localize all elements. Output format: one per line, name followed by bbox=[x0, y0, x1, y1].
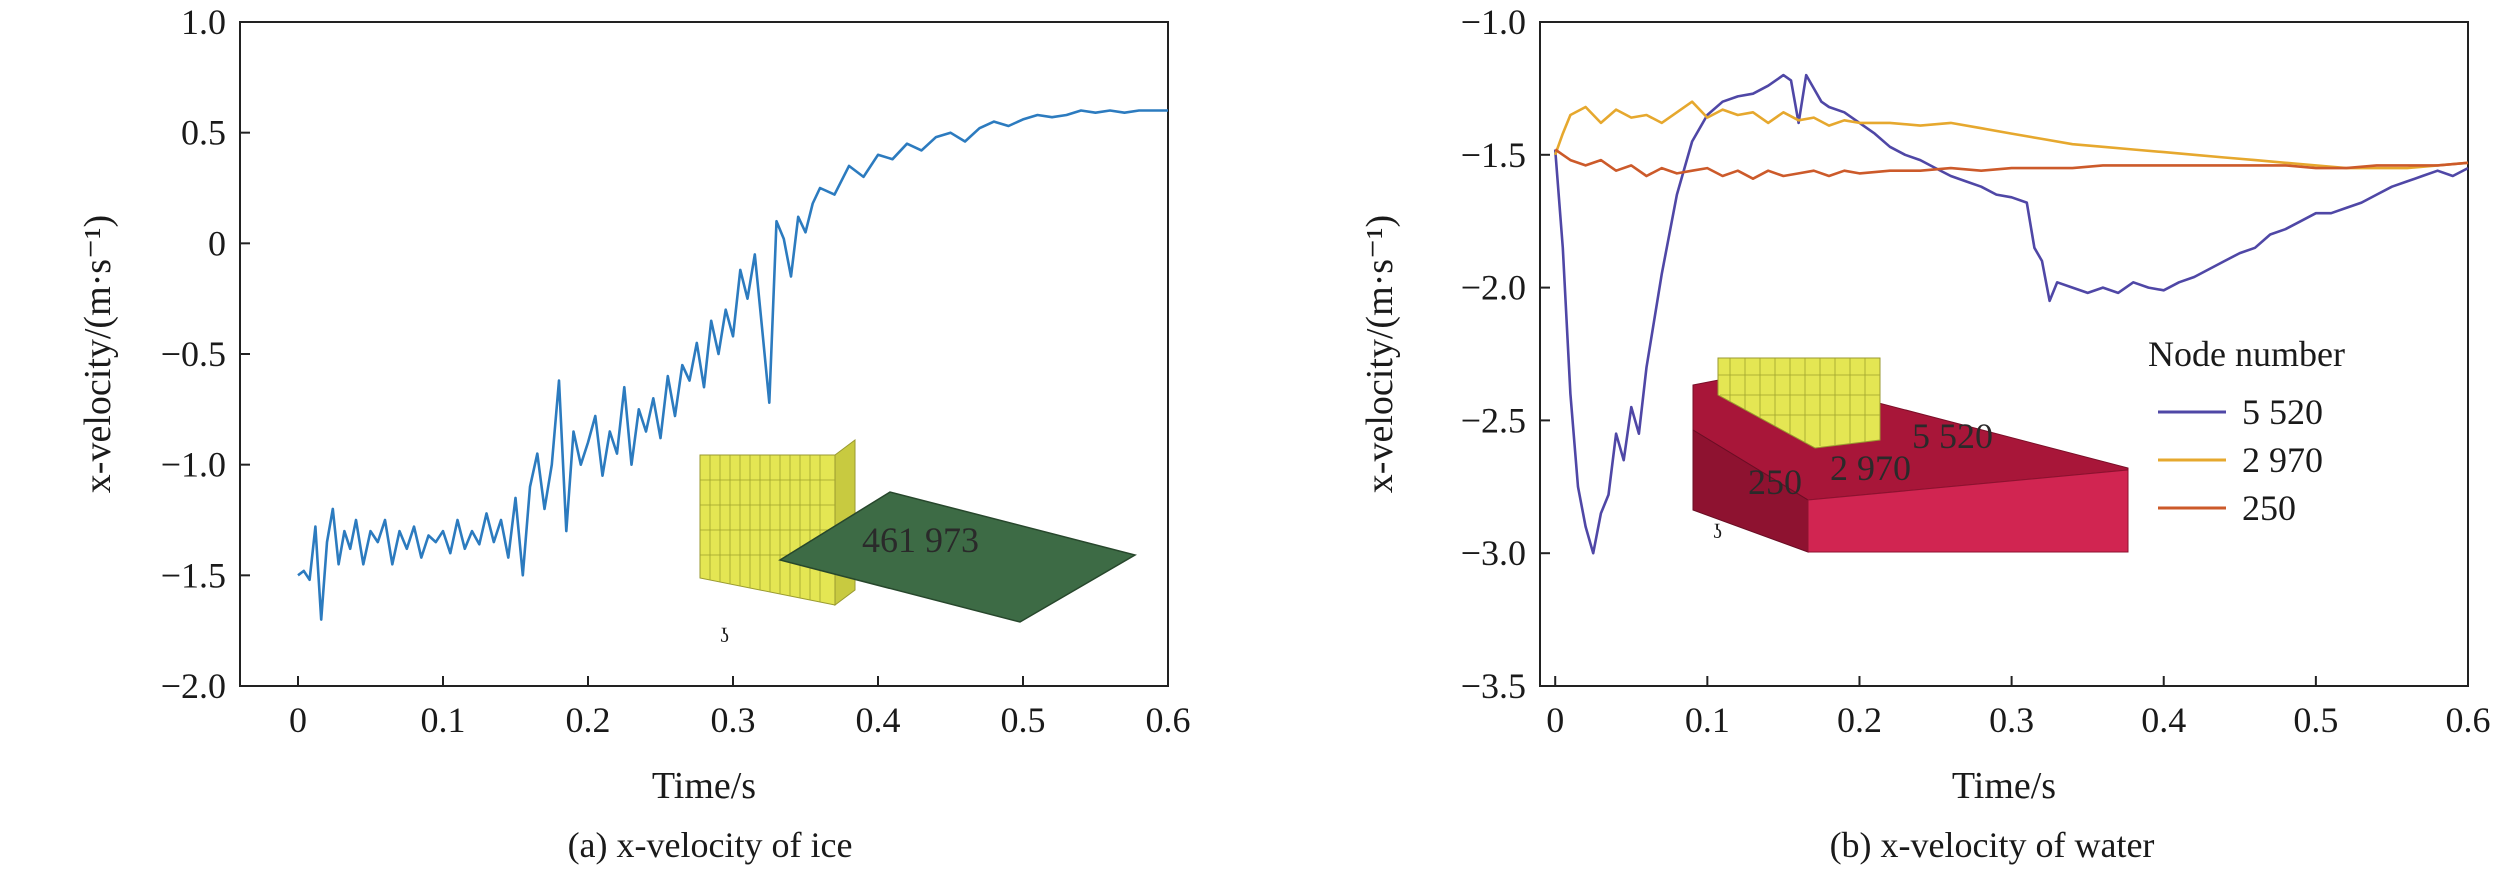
series-line-250 bbox=[1554, 148, 2469, 180]
x-axis-label: Time/s bbox=[652, 765, 756, 807]
y-axis-label: x-velocity/(m·s⁻¹) bbox=[1359, 215, 1401, 493]
series-line-2970 bbox=[1553, 100, 2469, 170]
x-tick-label: 0.4 bbox=[2141, 700, 2186, 740]
y-tick-label: −2.0 bbox=[161, 666, 226, 706]
x-tick-label: 0.3 bbox=[711, 700, 756, 740]
y-tick-label: −0.5 bbox=[161, 334, 226, 374]
x-tick-label: 0.5 bbox=[1001, 700, 1046, 740]
inset-water-model-illustration: ʖ bbox=[1692, 357, 2129, 553]
inset-small-glyph: ʖ bbox=[1713, 521, 1722, 543]
y-tick-label: −3.0 bbox=[1461, 533, 1526, 573]
x-tick-label: 0.5 bbox=[2293, 700, 2338, 740]
y-axis-ticks: 1.0 0.5 0 −0.5 −1.0 −1.5 −2.0 bbox=[161, 2, 250, 706]
legend-label-5520: 5 520 bbox=[2242, 392, 2323, 432]
legend-label-2970: 2 970 bbox=[2242, 440, 2323, 480]
legend-label-250: 250 bbox=[2242, 488, 2296, 528]
series-lines bbox=[297, 109, 1168, 621]
series-line bbox=[297, 109, 1168, 621]
x-tick-label: 0.1 bbox=[1685, 700, 1730, 740]
legend: Node number 5 520 2 970 250 bbox=[2148, 334, 2345, 528]
y-tick-label: −1.5 bbox=[1461, 135, 1526, 175]
inset-node-label: 461 973 bbox=[862, 520, 979, 560]
y-tick-label: 0.5 bbox=[181, 113, 226, 153]
inset-ice-plate bbox=[778, 491, 1137, 623]
inset-small-glyph: ʖ bbox=[720, 625, 729, 647]
y-tick-label: 0 bbox=[208, 223, 226, 263]
x-tick-label: 0.2 bbox=[566, 700, 611, 740]
x-axis-ticks: 0 0.1 0.2 0.3 0.4 0.5 0.6 bbox=[1546, 676, 2491, 740]
y-tick-label: −2.5 bbox=[1461, 400, 1526, 440]
x-axis-label: Time/s bbox=[1952, 765, 2056, 807]
x-tick-label: 0 bbox=[289, 700, 307, 740]
y-tick-label: −3.5 bbox=[1461, 666, 1526, 706]
x-tick-label: 0 bbox=[1546, 700, 1564, 740]
plot-frame bbox=[1539, 21, 2469, 687]
panel-caption: (b) x-velocity of water bbox=[1830, 825, 2155, 865]
y-axis-label: x-velocity/(m·s⁻¹) bbox=[77, 215, 119, 493]
inset-structure bbox=[1717, 357, 1881, 449]
inset-ice-model-illustration: ʖ bbox=[699, 439, 1137, 647]
panel-b-water-velocity: ʖ −1.0 −1.5 −2.0 −2.5 −3.0 −3.5 0 0.1 0.2 0.3 0.4… bbox=[1359, 2, 2491, 865]
inset-node-label-2970: 2 970 bbox=[1830, 448, 1911, 488]
series-line-5520 bbox=[1553, 73, 2469, 555]
y-tick-label: −2.0 bbox=[1461, 268, 1526, 308]
x-tick-label: 0.1 bbox=[421, 700, 466, 740]
panel-caption: (a) x-velocity of ice bbox=[568, 825, 853, 865]
legend-items: 5 520 2 970 250 bbox=[2158, 392, 2323, 528]
series-lines bbox=[1553, 73, 2469, 555]
y-axis-ticks: −1.0 −1.5 −2.0 −2.5 −3.0 −3.5 bbox=[1461, 2, 1550, 706]
legend-title: Node number bbox=[2148, 334, 2345, 374]
x-tick-label: 0.6 bbox=[2446, 700, 2491, 740]
panel-a-ice-velocity: ʖ 1.00.50−0.5−1.0−1.5−2.0 0 0.1 0.2 0.3 0.4 0… bbox=[77, 2, 1191, 865]
x-tick-label: 0.4 bbox=[856, 700, 901, 740]
y-tick-label: −1.0 bbox=[161, 445, 226, 485]
inset-node-label-250: 250 bbox=[1748, 462, 1802, 502]
x-axis-ticks: 0 0.1 0.2 0.3 0.4 0.5 0.6 bbox=[289, 676, 1191, 740]
inset-structure-mesh bbox=[1718, 358, 1880, 446]
x-tick-label: 0.2 bbox=[1837, 700, 1882, 740]
x-tick-label: 0.3 bbox=[1989, 700, 2034, 740]
y-tick-label: −1.0 bbox=[1461, 2, 1526, 42]
inset-structure-mesh bbox=[700, 455, 835, 602]
y-tick-label: 1.0 bbox=[181, 2, 226, 42]
x-tick-label: 0.6 bbox=[1146, 700, 1191, 740]
y-tick-label: −1.5 bbox=[161, 555, 226, 595]
inset-tank-side bbox=[1807, 469, 2129, 553]
inset-node-label-5520: 5 520 bbox=[1912, 416, 1993, 456]
